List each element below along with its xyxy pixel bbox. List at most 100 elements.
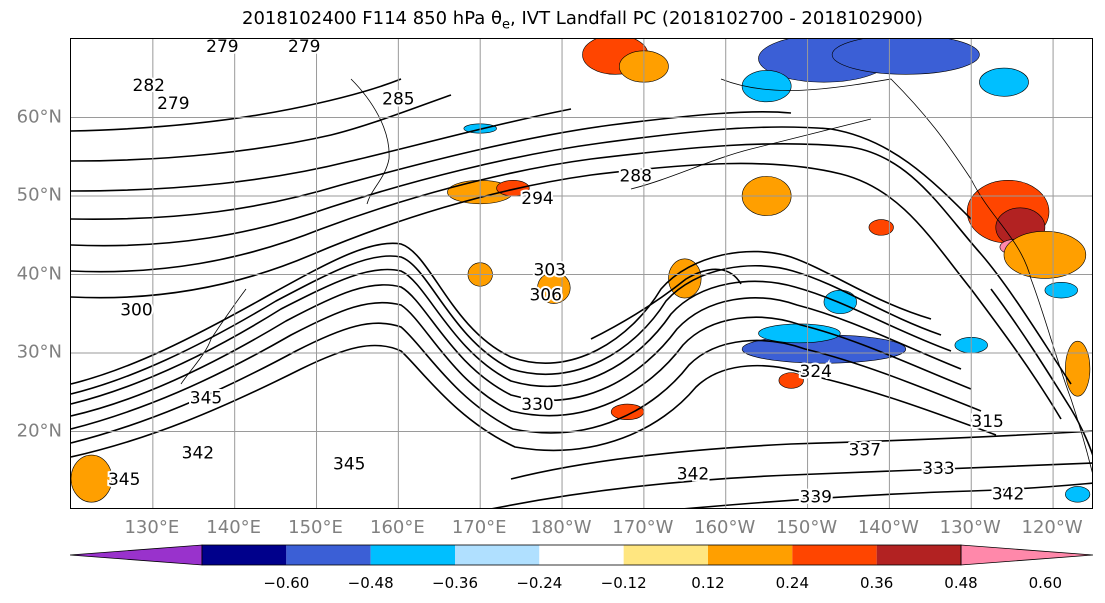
contour-label: 324 <box>800 362 832 382</box>
contour-label: 345 <box>108 470 140 490</box>
theta-e-contour-layer <box>71 78 1092 508</box>
contour-label: 294 <box>521 189 553 209</box>
contour-label: 306 <box>529 286 561 306</box>
latitude-label: 60°N <box>16 106 62 127</box>
longitude-label: 170°E <box>451 517 507 538</box>
colorbar-segment <box>455 545 540 565</box>
contour-label: 288 <box>619 166 651 186</box>
theta-e-contour <box>71 344 997 458</box>
pc-shading-patch <box>1065 486 1091 503</box>
theta-e-contour <box>71 94 452 162</box>
colorbar-segment <box>708 545 793 565</box>
japan-coastline <box>180 288 247 385</box>
longitude-label: 140°E <box>206 517 262 538</box>
contour-label: 282 <box>133 76 165 96</box>
theta-e-contour <box>71 268 952 405</box>
colorbar-segment <box>370 545 455 565</box>
colorbar-tick-label: −0.12 <box>600 574 647 592</box>
colorbar-tick-label: −0.36 <box>432 574 478 592</box>
colorbar-segment <box>876 545 961 565</box>
latitude-label: 20°N <box>16 420 62 441</box>
longitude-label: 130°W <box>939 517 1001 538</box>
pc-shading-patch <box>823 289 857 315</box>
contour-label: 337 <box>849 440 881 460</box>
longitude-label: 180°W <box>530 517 592 538</box>
theta-e-contour <box>590 268 742 340</box>
colorbar-tick-label: 0.12 <box>691 574 725 592</box>
pc-shading-patch <box>778 372 804 389</box>
longitude-label: 130°E <box>124 517 180 538</box>
alaska-coastline <box>720 78 1032 280</box>
contour-label: 342 <box>182 443 214 463</box>
pc-shading-patch <box>71 454 113 503</box>
pc-shading-patch <box>1044 282 1078 299</box>
theta-e-contour <box>71 301 972 430</box>
contour-label: 285 <box>382 89 414 109</box>
pc-shading-patch <box>741 70 792 103</box>
colorbar-segment <box>623 545 708 565</box>
map-title: 2018102400 F114 850 hPa θe, IVT Landfall… <box>0 8 1105 33</box>
theta-e-contour <box>71 322 982 444</box>
na-west-coastline <box>1030 278 1092 473</box>
theta-e-contour <box>510 430 1092 480</box>
colorbar-extend-low <box>70 544 203 566</box>
colorbar-tick-label: 0.60 <box>1028 574 1063 592</box>
contour-label: 342 <box>677 465 709 485</box>
colorbar <box>70 544 1093 566</box>
contour-label: 279 <box>288 39 320 57</box>
title-suffix: , IVT Landfall PC (2018102700 - 20181029… <box>510 8 923 29</box>
coastline-layer <box>180 78 1092 473</box>
pc-shading-patch <box>979 67 1029 97</box>
theta-e-contour <box>71 283 962 417</box>
theta-e-contour <box>491 462 1092 508</box>
theta-e-contour <box>71 142 1072 385</box>
contour-label: 333 <box>922 459 954 479</box>
theta-e-contour <box>71 110 792 221</box>
theta-e-contour <box>990 288 1092 456</box>
colorbar-tick-label: −0.60 <box>263 574 310 592</box>
theta-e-contour <box>71 108 572 192</box>
pc-shading-patch <box>610 403 645 421</box>
pc-shading-patch <box>1003 231 1087 279</box>
colorbar-segment <box>286 545 371 565</box>
colorbar-tick-label: 0.36 <box>859 574 894 592</box>
kamchatka-coastline <box>350 78 390 205</box>
longitude-label: 120°W <box>1021 517 1083 538</box>
colorbar-tick-label: −0.48 <box>347 574 394 592</box>
theta-e-contour <box>71 78 402 132</box>
longitude-label: 140°W <box>857 517 919 538</box>
latitude-label: 30°N <box>16 341 62 363</box>
contour-label: 339 <box>800 487 832 507</box>
contour-label: 279 <box>206 39 238 57</box>
title-subscript: e <box>502 17 511 33</box>
pc-shading-layer <box>71 39 1091 503</box>
pc-shading-patch <box>831 39 980 75</box>
contour-label: 303 <box>534 261 566 281</box>
colorbar-segment <box>792 545 877 565</box>
latitude-label: 40°N <box>16 263 62 284</box>
latitude-label: 50°N <box>16 184 62 206</box>
colorbar-tick-label: 0.48 <box>944 574 978 592</box>
theta-e-contour <box>71 255 942 395</box>
longitude-label: 150°E <box>288 517 343 538</box>
graticule-layer <box>71 39 1092 508</box>
colorbar-segment <box>539 545 624 565</box>
longitude-label: 160°W <box>694 517 756 538</box>
theta-e-contour <box>684 482 1092 508</box>
theta-e-contour <box>71 242 932 385</box>
contour-label: 300 <box>120 301 152 321</box>
colorbar-frame <box>201 544 962 566</box>
contour-label: 330 <box>521 395 553 415</box>
pc-shading-patch <box>668 258 702 299</box>
title-prefix: 2018102400 F114 850 hPa θ <box>242 8 503 29</box>
longitude-label: 150°W <box>775 517 838 538</box>
colorbar-tick-label: 0.24 <box>775 574 810 592</box>
contour-label: 279 <box>157 94 189 114</box>
contour-label: 345 <box>190 389 222 409</box>
pc-shading-patch <box>868 219 894 236</box>
aleutian-coastline <box>630 118 872 190</box>
longitude-label: 170°W <box>612 517 674 538</box>
map-panel: 279 279 282 279 285 288 294 303 306 324 330 345 342 3… <box>70 38 1093 509</box>
colorbar-tick-label: −0.24 <box>516 574 563 592</box>
